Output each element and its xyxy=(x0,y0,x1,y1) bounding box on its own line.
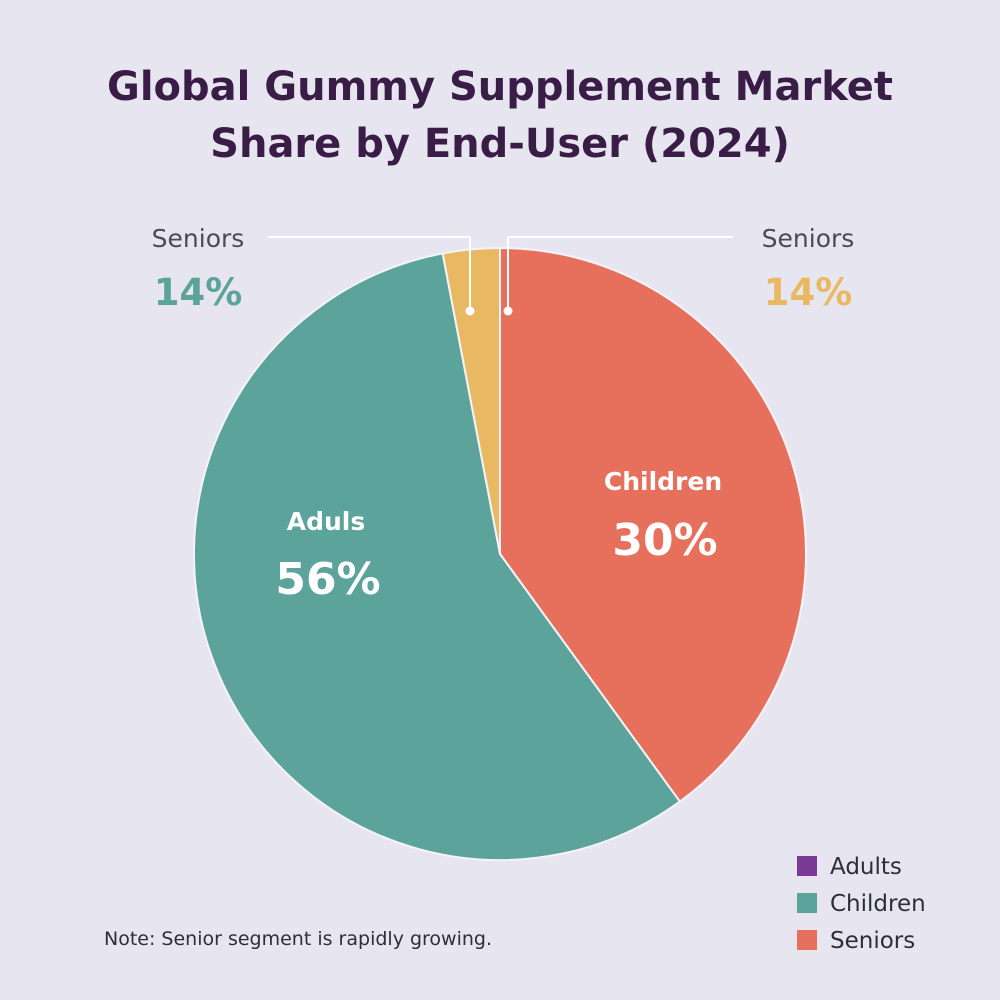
chart-title-line-2: Share by End-User (2024) xyxy=(210,121,790,167)
pie-chart xyxy=(193,247,807,861)
pie-slice-adults xyxy=(193,252,681,861)
legend-swatch-seniors xyxy=(797,930,817,950)
pie-slice-seniors xyxy=(441,247,501,555)
legend-swatch-adults xyxy=(797,856,817,876)
slice-label-adults-name: Aduls xyxy=(287,507,366,536)
legend-label-adults: Adults xyxy=(830,854,902,880)
callouts: Seniors 14% Seniors 14% xyxy=(152,224,855,316)
slice-label-adults-value: 56% xyxy=(275,554,380,605)
legend-swatch-children xyxy=(797,893,817,913)
pie-slice-children xyxy=(499,247,807,803)
slice-label-children-name: Children xyxy=(604,467,722,496)
chart-note: Note: Senior segment is rapidly growing. xyxy=(104,928,492,950)
legend: Adults Children Seniors xyxy=(797,854,926,954)
legend-label-seniors: Seniors xyxy=(830,928,915,954)
legend-label-children: Children xyxy=(830,891,926,917)
right-leader-dot xyxy=(503,306,513,316)
callout-right-value: 14% xyxy=(764,271,853,314)
callout-left-value: 14% xyxy=(154,271,243,314)
chart-title-line-1: Global Gummy Supplement Market xyxy=(107,64,893,110)
left-leader-dot xyxy=(465,306,475,316)
slice-label-children-value: 30% xyxy=(612,515,717,566)
chart-title: Global Gummy Supplement Market Share by … xyxy=(107,64,893,167)
callout-right-label: Seniors xyxy=(762,224,855,253)
slice-labels: Children 30% Aduls 56% xyxy=(275,467,722,605)
callout-left-label: Seniors xyxy=(152,224,245,253)
